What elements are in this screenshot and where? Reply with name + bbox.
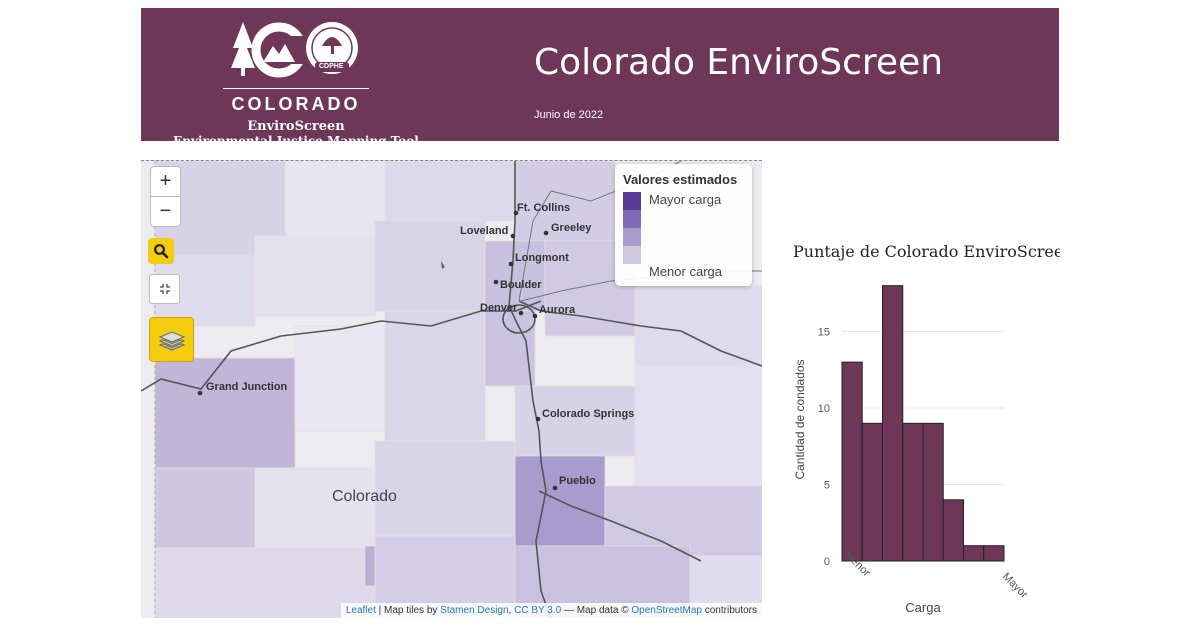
city-label: Grand Junction (206, 381, 288, 393)
y-tick-label: 5 (824, 480, 830, 492)
city-label: Pueblo (559, 475, 596, 487)
histogram-svg: Puntaje de Colorado EnviroScreen 0 5 10 15 Ca… (793, 242, 1074, 615)
attribution-text: contributors (701, 605, 757, 616)
logo-tagline-1: EnviroScreen (247, 119, 345, 134)
publication-date: Junio de 2022 (534, 109, 604, 121)
county-region (254, 235, 376, 317)
county-region (154, 547, 376, 618)
map-panel[interactable]: Ft. Collins Loveland Greeley Longmont Bo… (141, 160, 762, 618)
legend-swatch (623, 192, 641, 210)
county-region (284, 161, 386, 237)
county-region (254, 467, 376, 549)
x-tick-label: Mayor (1000, 571, 1030, 601)
layers-button[interactable] (149, 317, 194, 362)
logo-icon (231, 22, 358, 78)
y-tick-label: 15 (818, 327, 830, 339)
fullscreen-button[interactable] (149, 274, 180, 304)
histogram-bar (963, 545, 985, 562)
page-title: Colorado EnviroScreen (534, 42, 944, 83)
map-legend: Valores estimados Mayor carga Menor carg… (615, 164, 752, 286)
legend-swatch (623, 210, 641, 228)
county-region (374, 440, 516, 537)
city-label: Boulder (500, 279, 542, 291)
zoom-in-button[interactable]: + (150, 166, 181, 197)
zoom-out-button[interactable]: − (150, 196, 181, 227)
city-label: Colorado Springs (542, 408, 635, 420)
histogram-bar (882, 285, 904, 562)
state-label: Colorado (332, 488, 397, 505)
histogram-bar (983, 545, 1005, 562)
logo-wordmark: COLORADO (231, 94, 361, 114)
x-axis-label: Carga (905, 600, 941, 615)
city-label: Loveland (460, 225, 509, 237)
county-region (634, 365, 762, 487)
attribution-text: | Map tiles by (375, 605, 441, 616)
license-link[interactable]: CC BY 3.0 (514, 605, 562, 616)
attribution-text: — Map data © (561, 605, 632, 616)
y-tick-label: 0 (824, 556, 830, 568)
logo-badge: CDPHE (319, 63, 344, 70)
histogram-bar (861, 422, 883, 562)
colorado-logo: CDPHE COLORADO EnviroScreen Environmenta… (165, 18, 427, 148)
city-label: Longmont (515, 252, 569, 264)
histogram-bar (942, 499, 964, 562)
county-region (514, 385, 636, 457)
legend-high-label: Mayor carga (649, 192, 722, 207)
county-region (484, 240, 546, 312)
logo-tagline-2: Environmental Justice Mapping Tool (173, 134, 419, 148)
map-attribution: Leaflet | Map tiles by Stamen Design, CC… (340, 603, 762, 618)
histogram-chart: Puntaje de Colorado EnviroScreen 0 5 10 15 Ca… (780, 230, 1074, 620)
chart-title: Puntaje de Colorado EnviroScreen (793, 242, 1060, 261)
legend-title: Valores estimados (623, 172, 738, 187)
fullscreen-icon (159, 284, 170, 294)
county-region (384, 310, 486, 442)
legend-swatch (623, 228, 641, 246)
legend-swatch (623, 246, 641, 264)
leaflet-link[interactable]: Leaflet (345, 605, 376, 616)
county-region (634, 285, 762, 367)
y-tick-label: 10 (818, 403, 830, 415)
county-region (154, 357, 296, 469)
y-axis-label: Cantidad de condados (793, 359, 807, 479)
city-label: Greeley (551, 222, 592, 234)
search-icon (154, 244, 169, 259)
city-label: Denver (480, 302, 518, 314)
layers-icon (158, 330, 185, 351)
logo-divider (223, 88, 369, 89)
city-label: Aurora (539, 304, 576, 316)
histogram-bar (922, 422, 944, 562)
histogram-bar (902, 422, 924, 562)
county-region (294, 325, 386, 432)
osm-link[interactable]: OpenStreetMap (631, 605, 702, 616)
search-button[interactable] (148, 238, 174, 264)
stamen-link[interactable]: Stamen Design (440, 605, 509, 616)
header-banner: CDPHE COLORADO EnviroScreen Environmenta… (141, 8, 1059, 148)
legend-low-label: Menor carga (649, 264, 722, 279)
county-region (384, 161, 516, 222)
histogram-bar (841, 361, 863, 562)
city-label: Ft. Collins (517, 202, 571, 214)
county-region (604, 485, 762, 557)
county-region (154, 467, 256, 549)
attribution-text: , (508, 605, 515, 616)
county-region (514, 455, 606, 547)
